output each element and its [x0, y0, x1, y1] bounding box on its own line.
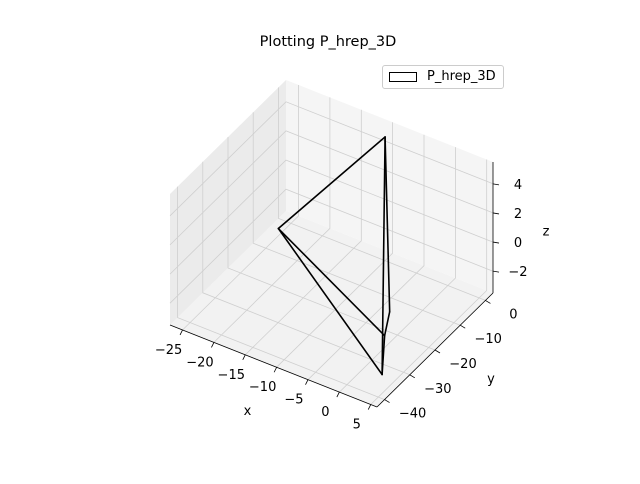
- edge-apex-left: [277, 136, 386, 230]
- chart-title: Plotting P_hrep_3D: [259, 34, 397, 50]
- x-tick: [367, 404, 372, 410]
- edge-left-right2: [277, 227, 386, 337]
- edge-left-right3: [277, 227, 383, 376]
- tick-labels: −25 −20 −15 −10 −5 0 5 0 −10 −20 −30 −40 4 2 0 −2: [155, 178, 528, 433]
- x-gridline: [245, 109, 362, 356]
- y-tick-label: 0: [509, 307, 517, 322]
- z-tick: [492, 183, 500, 186]
- x-gridline: [370, 159, 488, 405]
- z-gridline: [169, 159, 494, 275]
- legend: P_hrep_3D: [382, 65, 504, 89]
- right-back-pane: [286, 80, 493, 293]
- x-tick: [273, 367, 277, 373]
- y-gridline: [277, 87, 486, 301]
- edge-apex-right1: [384, 136, 391, 313]
- x-gridline: [339, 147, 456, 393]
- y-gridline: [177, 186, 385, 400]
- z-gridline: [169, 130, 494, 246]
- x-tick: [179, 329, 183, 336]
- x-tick: [211, 342, 215, 348]
- legend-swatch: [389, 72, 417, 82]
- x-tick: [242, 354, 246, 360]
- x-gridline: [182, 85, 299, 331]
- x-tick-label: −10: [249, 380, 276, 395]
- z-tick-label: 4: [514, 178, 522, 193]
- tick-marks: [179, 183, 500, 410]
- polyhedron-edges: [277, 136, 391, 376]
- edge-right1-right2: [383, 310, 391, 337]
- x-gridline: [213, 97, 331, 343]
- x-axis-line: [169, 324, 378, 408]
- y-axis-label: y: [487, 372, 495, 387]
- x-gridline: [307, 134, 425, 380]
- z-axis-label: z: [543, 225, 550, 240]
- x-tick: [336, 391, 340, 398]
- x-axis-label: x: [244, 404, 252, 419]
- x-tick-label: −25: [155, 343, 182, 358]
- x-tick: [305, 379, 309, 385]
- y-tick: [460, 324, 466, 329]
- y-tick-label: −30: [424, 382, 451, 397]
- y-tick-label: −20: [449, 357, 476, 372]
- y-tick-label: −40: [399, 407, 426, 422]
- z-tick: [492, 212, 500, 215]
- edge-right2-right3: [381, 334, 386, 376]
- z-tick-label: 2: [514, 207, 522, 222]
- y-tick: [434, 349, 441, 354]
- y-tick: [485, 300, 491, 304]
- y-gridline: [252, 112, 461, 326]
- z-gridline: [169, 101, 494, 217]
- x-tick-label: −20: [186, 355, 213, 370]
- edge-apex-right3: [381, 136, 386, 376]
- x-gridline: [276, 122, 394, 368]
- z-tick-label: 0: [514, 236, 522, 251]
- x-tick-label: 5: [353, 418, 361, 433]
- legend-label: P_hrep_3D: [427, 69, 496, 84]
- y-tick: [409, 374, 415, 379]
- z-tick: [492, 270, 500, 273]
- gridlines: [169, 85, 494, 405]
- y-gridline: [227, 137, 436, 351]
- x-tick-label: 0: [321, 405, 329, 420]
- axis-panes: [170, 80, 493, 407]
- x-tick-label: −5: [284, 393, 303, 408]
- x-tick-label: −15: [218, 368, 245, 383]
- y-tick-label: −10: [474, 332, 501, 347]
- z-gridline: [169, 188, 494, 304]
- y-gridline: [202, 161, 410, 376]
- y-tick: [384, 399, 390, 403]
- z-tick-label: −2: [508, 265, 527, 280]
- axis-labels: x y z: [244, 225, 550, 420]
- z-tick: [492, 241, 500, 244]
